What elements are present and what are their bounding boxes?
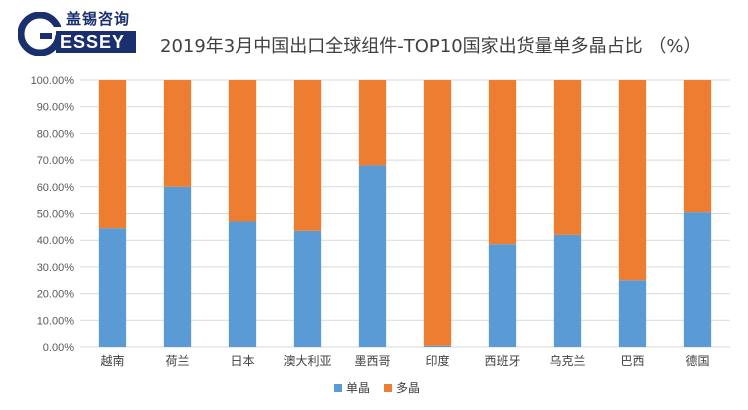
y-tick-label: 80.00% [37, 128, 75, 140]
x-tick-label: 西班牙 [484, 354, 520, 368]
x-tick-label: 荷兰 [165, 354, 189, 368]
bar-mono [488, 244, 517, 347]
x-tick-label: 墨西哥 [354, 354, 390, 368]
x-tick-label: 日本 [230, 354, 254, 368]
y-tick-label: 100.00% [31, 75, 75, 87]
x-tick-label: 澳大利亚 [283, 354, 331, 368]
gessey-logo: 盖锡咨询 ESSEY [18, 8, 136, 56]
legend-label-multi: 多晶 [396, 381, 420, 395]
x-tick-label: 越南 [100, 353, 124, 368]
y-tick-label: 10.00% [37, 315, 75, 327]
bar-multi [98, 80, 127, 229]
bar-mono [163, 186, 192, 347]
bar-multi [293, 80, 322, 231]
bar-multi [488, 80, 517, 245]
bar-mono [358, 165, 387, 347]
bar-mono [293, 230, 322, 347]
y-tick-label: 60.00% [37, 182, 75, 194]
x-tick-label: 德国 [685, 353, 709, 368]
logo-cn-name: 盖锡咨询 [66, 10, 131, 28]
y-tick-label: 30.00% [37, 262, 75, 274]
y-tick-label: 90.00% [37, 102, 75, 114]
bar-multi [228, 80, 257, 222]
y-tick-label: 20.00% [37, 289, 75, 301]
logo-en-name: ESSEY [56, 31, 136, 53]
bar-mono [683, 212, 712, 347]
bar-mono [98, 228, 127, 347]
y-tick-label: 50.00% [37, 209, 75, 221]
y-tick-label: 40.00% [37, 235, 75, 247]
y-tick-label: 70.00% [37, 155, 75, 167]
bar-multi [163, 80, 192, 187]
chart-title: 2019年3月中国出口全球组件-TOP10国家出货量单多晶占比 （%） [160, 36, 702, 57]
bar-multi [683, 80, 712, 213]
legend-swatch-mono [334, 384, 342, 392]
legend-swatch-multi [384, 384, 392, 392]
bar-multi [423, 80, 452, 346]
bar-mono [423, 345, 452, 347]
y-tick-label: 0.00% [43, 342, 74, 354]
bar-mono [618, 280, 647, 347]
bar-multi [553, 80, 582, 235]
x-tick-label: 巴西 [620, 354, 644, 368]
legend-label-mono: 单晶 [346, 381, 370, 395]
x-tick-label: 乌克兰 [549, 353, 585, 368]
bar-mono [553, 234, 582, 347]
x-tick-label: 印度 [425, 353, 449, 368]
bar-multi [358, 80, 387, 166]
bar-mono [228, 221, 257, 347]
bar-multi [618, 80, 647, 281]
